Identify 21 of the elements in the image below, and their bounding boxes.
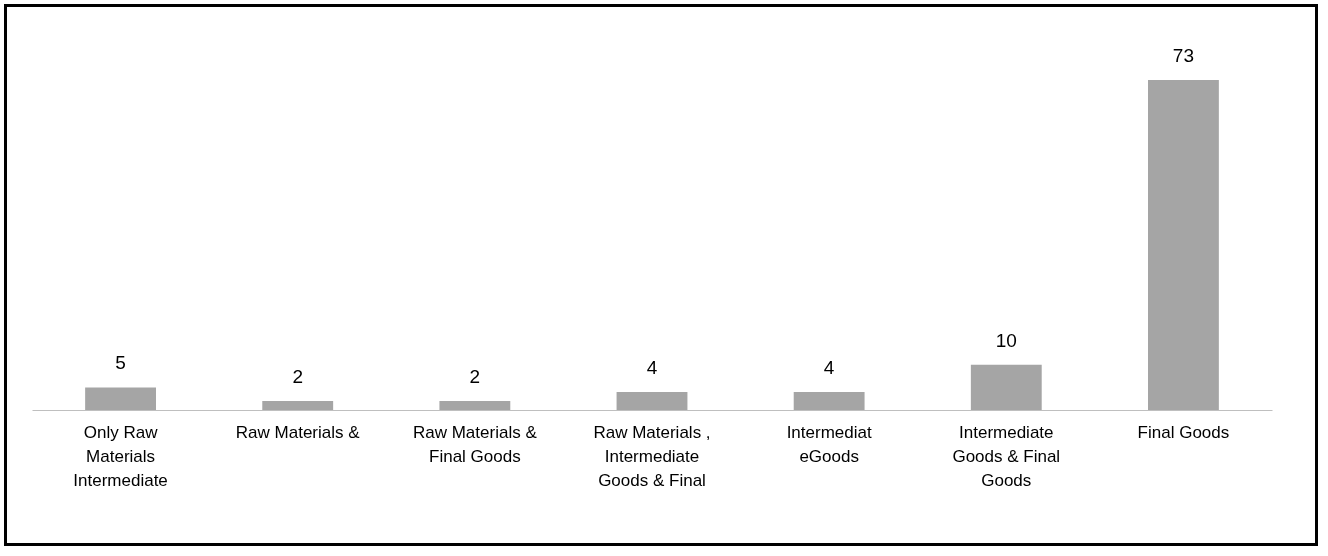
bar (1148, 80, 1219, 410)
bar (793, 391, 865, 410)
bar (970, 364, 1042, 410)
x-tick-label: Intermediate Goods & Final Goods (952, 422, 1061, 490)
data-label: 73 (1172, 45, 1194, 66)
x-tick-label: Only Raw Materials Intermediate (73, 422, 168, 490)
bar (616, 391, 688, 410)
x-tick-label: Raw Materials & (235, 422, 361, 442)
bar (262, 400, 334, 410)
data-label: 5 (115, 352, 126, 374)
data-label: 2 (469, 365, 481, 387)
data-label: 2 (292, 365, 303, 387)
bar (85, 387, 156, 410)
data-label: 4 (823, 356, 835, 378)
x-tick-label: Raw Materials , Intermediate Goods & Final (593, 422, 711, 490)
bar (439, 400, 511, 410)
x-tick-label: Raw Materials & Final Goods (412, 422, 538, 466)
data-label: 10 (995, 329, 1017, 351)
data-label: 4 (646, 356, 658, 378)
x-tick-label: Final Goods (1137, 422, 1230, 442)
x-tick-label: Intermediat eGoods (786, 422, 872, 466)
